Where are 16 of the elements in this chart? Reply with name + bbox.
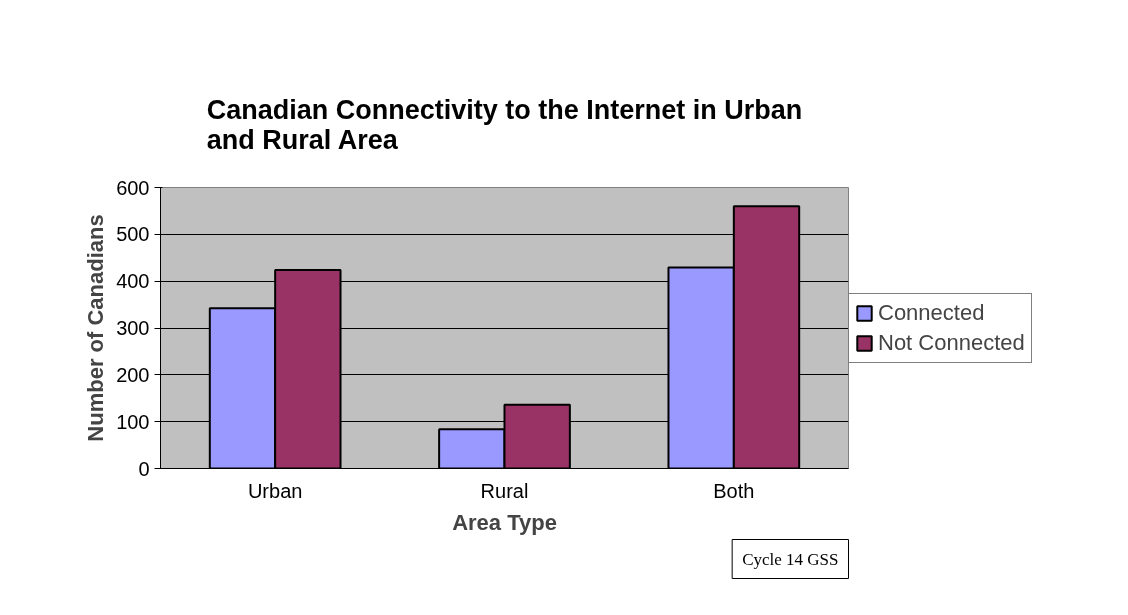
y-tick-label: 200	[116, 363, 150, 386]
chart-title: Canadian Connectivity to the Internet in Urban and Rural Area	[206, 95, 803, 155]
y-axis-title: Number of Canadians	[83, 214, 109, 442]
y-tick-label: 100	[116, 410, 150, 433]
y-tick-label: 500	[116, 223, 150, 246]
x-tick-label: Urban	[247, 479, 303, 502]
y-tick-label: 0	[138, 457, 150, 480]
y-tick-label: 600	[116, 176, 150, 199]
legend-label: Connected	[878, 299, 985, 326]
text: Cycle 14 GSS	[742, 549, 839, 569]
x-axis-title: Area Type	[452, 509, 557, 535]
y-tick-label: 400	[116, 270, 150, 293]
x-tick-label: Rural	[480, 479, 529, 502]
y-tick-label: 300	[116, 317, 150, 339]
x-tick-label: Both	[713, 479, 755, 502]
legend-label: Not Connected	[878, 329, 1025, 356]
